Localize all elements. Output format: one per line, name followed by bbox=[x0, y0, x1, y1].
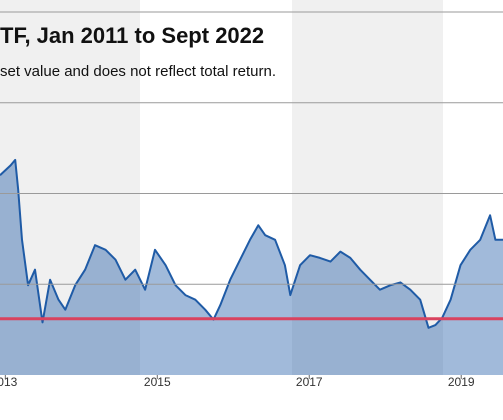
x-tick-label: 2019 bbox=[448, 375, 475, 389]
x-tick-label: 2017 bbox=[296, 375, 323, 389]
area-fill bbox=[0, 159, 503, 375]
line bbox=[0, 158, 503, 329]
plot bbox=[0, 158, 503, 375]
x-tick-label: 013 bbox=[0, 375, 18, 389]
chart-subtitle: set value and does not reflect total ret… bbox=[0, 63, 276, 80]
chart-title: TF, Jan 2011 to Sept 2022 bbox=[0, 23, 264, 48]
band bbox=[0, 0, 140, 375]
band bbox=[292, 0, 443, 375]
x-tick-label: 2015 bbox=[144, 375, 171, 389]
